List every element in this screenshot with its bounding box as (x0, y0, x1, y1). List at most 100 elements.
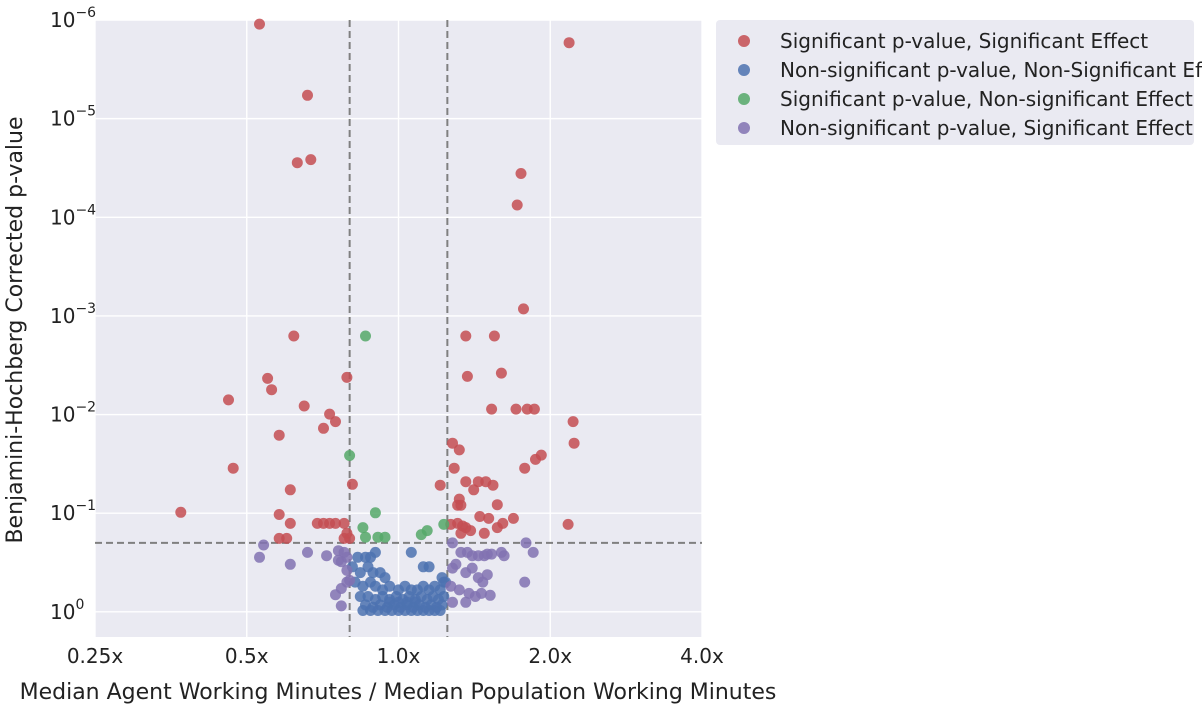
scatter-point (298, 400, 310, 412)
scatter-point (341, 371, 353, 383)
scatter-point (302, 89, 313, 101)
y-tick-label: 10−4 (50, 202, 96, 229)
scatter-point (273, 429, 285, 441)
scatter-point (511, 199, 523, 211)
scatter-point (338, 532, 350, 544)
scatter-point (357, 605, 369, 616)
scatter-point (468, 484, 480, 496)
scatter-point (527, 546, 539, 558)
scatter-point (360, 330, 371, 342)
scatter-point (330, 517, 341, 529)
scatter-point (332, 554, 344, 566)
scatter-point (448, 462, 460, 474)
scatter-point (486, 403, 498, 415)
scatter-point (447, 537, 458, 549)
scatter-point (510, 403, 522, 415)
scatter-point (369, 507, 381, 519)
scatter-point (447, 596, 458, 608)
scatter-point (281, 532, 293, 544)
scatter-point (568, 437, 580, 449)
scatter-point (354, 567, 366, 579)
scatter-point (175, 506, 187, 518)
scatter-point (450, 558, 462, 570)
scatter-point (515, 168, 527, 179)
scatter-point (393, 596, 404, 608)
x-tick-label: 1.0x (377, 644, 421, 668)
legend-marker (738, 35, 750, 47)
scatter-point (519, 576, 531, 588)
scatter-point (465, 525, 477, 537)
scatter-point (530, 453, 541, 465)
scatter-point (254, 18, 265, 30)
scatter-point (401, 596, 413, 608)
scatter-point (498, 550, 510, 562)
scatter-point (405, 546, 417, 558)
scatter-point (478, 527, 490, 539)
legend-marker (738, 122, 750, 134)
scatter-point (379, 572, 391, 584)
scatter-point (438, 591, 450, 602)
scatter-point (284, 558, 296, 570)
scatter-point (486, 548, 498, 560)
scatter-point (344, 450, 356, 461)
scatter-point (507, 512, 519, 524)
scatter-point (488, 330, 500, 342)
scatter-point (258, 539, 270, 551)
legend-marker (738, 93, 750, 105)
x-tick-label: 0.25x (67, 644, 124, 668)
scatter-point (567, 416, 579, 428)
scatter-point (357, 522, 369, 534)
x-tick-label: 0.5x (225, 644, 269, 668)
scatter-point (445, 580, 457, 592)
scatter-point (341, 564, 353, 576)
scatter-point (474, 511, 486, 522)
legend-label: Non-significant p-value, Significant Eff… (780, 116, 1193, 140)
scatter-point (520, 537, 532, 549)
scatter-point (223, 394, 234, 406)
gridlines (94, 19, 703, 637)
scatter-point (324, 408, 336, 420)
scatter-point (254, 551, 265, 563)
y-tick-label: 10−2 (50, 400, 96, 427)
legend-label: Significant p-value, Significant Effect (780, 29, 1148, 53)
scatter-point (562, 518, 574, 530)
scatter-point (455, 527, 467, 539)
scatter-point (338, 517, 350, 529)
scatter-point (453, 584, 465, 596)
scatter-point (528, 403, 540, 415)
scatter-point (384, 596, 396, 608)
scatter-point (484, 589, 496, 601)
scatter-point (291, 157, 303, 169)
scatter-point (423, 561, 435, 573)
scatter-point (284, 484, 296, 496)
scatter-point (483, 512, 495, 524)
scatter-point (227, 462, 239, 474)
scatter-point (455, 499, 467, 511)
scatter-point (481, 569, 493, 581)
scatter-point (273, 509, 285, 520)
scatter-point (360, 531, 371, 543)
scatter-point (460, 596, 472, 608)
scatter-point (369, 546, 381, 558)
legend-box (716, 20, 1194, 145)
scatter-point (352, 551, 364, 563)
scatter-point (266, 384, 278, 396)
scatter-point (519, 462, 531, 474)
scatter-point (466, 562, 478, 574)
scatter-point (330, 589, 341, 601)
y-tick-label: 10−3 (50, 301, 96, 328)
data-points (175, 18, 580, 616)
scatter-point (563, 37, 575, 49)
y-tick-label: 10−5 (50, 104, 96, 131)
scatter-point (495, 367, 507, 379)
scatter-point (434, 479, 446, 491)
scatter-point (354, 591, 366, 602)
scatter-point (284, 517, 296, 529)
scatter-point (318, 422, 329, 434)
scatter-point (497, 517, 509, 529)
scatter-point (305, 154, 317, 166)
scatter-point (409, 596, 421, 608)
y-axis-label: Benjamini-Hochberg Corrected p-value (3, 116, 28, 543)
scatter-point (491, 499, 503, 511)
